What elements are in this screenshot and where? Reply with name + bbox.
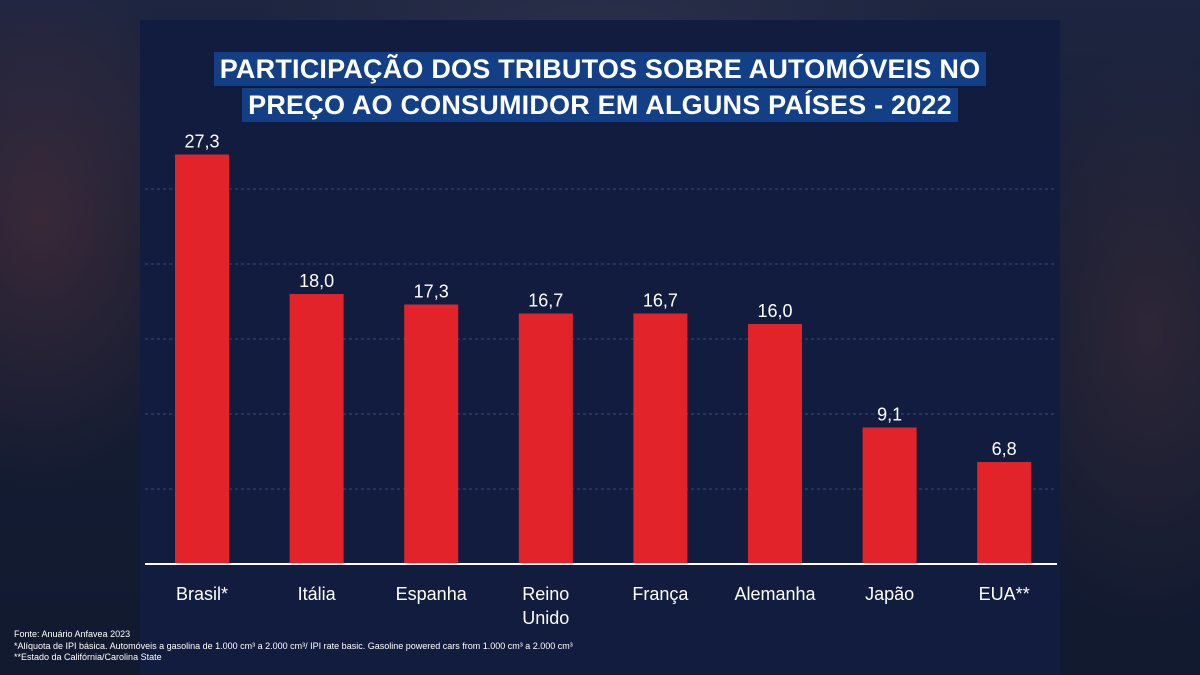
- bar-7: [977, 462, 1032, 564]
- value-label-4: 16,7: [643, 291, 678, 311]
- category-label-1: Itália: [298, 584, 337, 604]
- footnote-source: Fonte: Anuário Anfavea 2023: [14, 629, 131, 639]
- footnote-ipi: *Alíquota de IPI básica. Automóveis a ga…: [14, 640, 573, 651]
- bar-1: [289, 294, 344, 564]
- chart-title-line-1: PARTICIPAÇÃO DOS TRIBUTOS SOBRE AUTOMÓVE…: [213, 52, 987, 86]
- category-label-4: França: [632, 584, 689, 604]
- category-label-3-0: Reino: [522, 584, 569, 604]
- bar-4: [633, 313, 688, 564]
- bar-0: [175, 154, 229, 564]
- category-label-5: Alemanha: [734, 584, 816, 604]
- category-label-6: Japão: [865, 584, 914, 604]
- bar-3: [518, 313, 573, 564]
- value-label-2: 17,3: [414, 282, 449, 302]
- footnotes: Fonte: Anuário Anfavea 2023 *Alíquota de…: [14, 629, 573, 664]
- chart-title-line-2: PREÇO AO CONSUMIDOR EM ALGUNS PAÍSES - 2…: [242, 88, 958, 122]
- value-label-0: 27,3: [184, 132, 219, 152]
- chart-title: PARTICIPAÇÃO DOS TRIBUTOS SOBRE AUTOMÓVE…: [0, 52, 1200, 122]
- value-label-3: 16,7: [528, 291, 563, 311]
- bar-2: [404, 304, 459, 564]
- bar-6: [862, 427, 917, 564]
- category-label-3-1: Unido: [522, 608, 569, 628]
- footnote-state: **Estado da Califórnia/Carolina State: [14, 652, 162, 662]
- value-label-1: 18,0: [299, 271, 334, 291]
- bar-5: [748, 324, 802, 564]
- category-label-7: EUA**: [979, 584, 1030, 604]
- value-label-6: 9,1: [877, 405, 902, 425]
- value-label-5: 16,0: [757, 301, 792, 321]
- category-label-2: Espanha: [396, 584, 468, 604]
- category-label-0: Brasil*: [176, 584, 228, 604]
- value-label-7: 6,8: [992, 439, 1017, 459]
